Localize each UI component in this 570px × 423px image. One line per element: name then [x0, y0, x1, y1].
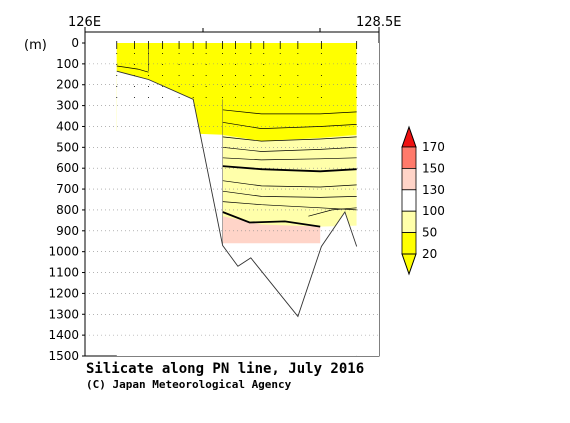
contour-100 [222, 211, 321, 228]
y-tick-label-1300: 1300 [48, 307, 79, 321]
contour-105 [308, 207, 357, 217]
y-axis-label: (m) [24, 38, 47, 53]
y-tick-label-700: 700 [56, 182, 79, 196]
contour-90 [222, 180, 357, 188]
y-tick-label-900: 900 [56, 224, 79, 238]
top-axis: 126E 128.5E [68, 15, 401, 33]
colorbar-segment-0 [401, 146, 417, 169]
slope-fill [148, 43, 223, 100]
y-tick-label-800: 800 [56, 203, 79, 217]
y-tick-label-600: 600 [56, 161, 79, 175]
colorbar-top-arrow [401, 125, 417, 148]
contour-lines [116, 65, 357, 228]
x-tick-label-0: 126E [68, 15, 101, 30]
contour-40 [222, 121, 357, 129]
depth-gridlines [85, 63, 379, 336]
y-tick-label-1100: 1100 [48, 266, 79, 280]
colorbar-label-170: 170 [422, 140, 445, 154]
y-tick-label-200: 200 [56, 78, 79, 92]
contour-70 [222, 157, 357, 161]
colorbar-bottom-arrow [401, 253, 417, 276]
y-tick-label-1000: 1000 [48, 245, 79, 259]
contour-50 [222, 136, 357, 142]
colorbar-label-20: 20 [422, 247, 437, 261]
contour-98 [222, 201, 357, 211]
colorbar-segment-3 [401, 210, 417, 233]
y-tick-label-100: 100 [56, 57, 79, 71]
station-markers [116, 41, 358, 106]
chart-title: Silicate along PN line, July 2016 [86, 361, 364, 377]
colorbar-segment-1 [401, 167, 417, 191]
contour-80 [222, 165, 357, 173]
y-tick-label-0: 0 [71, 36, 79, 50]
colorbar-label-100: 100 [422, 204, 445, 218]
credit-text: (C) Japan Meteorological Agency [86, 378, 292, 391]
x-tick-label-1: 128.5E [356, 15, 401, 30]
seafloor-line [116, 70, 358, 318]
colorbar: 170 150 130 100 50 20 [401, 125, 445, 276]
y-tick-label-300: 300 [56, 99, 79, 113]
y-tick-label-1200: 1200 [48, 286, 79, 300]
y-tick-label-400: 400 [56, 119, 79, 133]
colorbar-label-50: 50 [422, 226, 437, 240]
colorbar-segment-4 [401, 232, 417, 255]
below-bottom-mask [116, 71, 357, 356]
y-tick-label-1400: 1400 [48, 328, 79, 342]
contour-20 [116, 65, 149, 73]
contour-30 [222, 109, 357, 115]
y-tick-label-1500: 1500 [48, 349, 79, 363]
colorbar-label-150: 150 [422, 161, 445, 175]
colorbar-segment-2 [401, 189, 417, 212]
bottom-profile [116, 43, 358, 318]
y-axis: 0 100 200 300 400 500 600 700 800 900 1000 1100 1200… [48, 36, 85, 363]
y-tick-label-500: 500 [56, 140, 79, 154]
contour-95 [222, 190, 357, 198]
right-blank [356, 43, 379, 356]
colorbar-label-130: 130 [422, 183, 445, 197]
shelf-fill [116, 43, 149, 72]
contour-60 [222, 146, 357, 152]
filled-contours [116, 43, 379, 356]
